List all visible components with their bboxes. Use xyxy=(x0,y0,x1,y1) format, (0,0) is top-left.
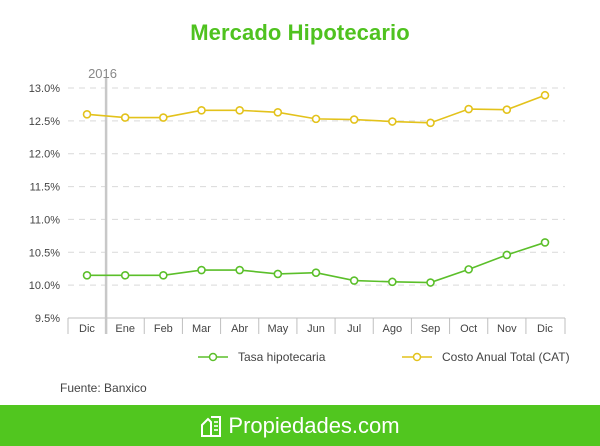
y-tick-label: 9.5% xyxy=(35,313,60,325)
year-annotation: 2016 xyxy=(88,66,117,81)
x-tick-label: Jul xyxy=(347,323,361,335)
legend-label: Costo Anual Total (CAT) xyxy=(442,350,570,364)
data-point xyxy=(540,90,550,100)
data-point xyxy=(273,269,283,279)
x-tick-label: Jun xyxy=(307,323,325,335)
data-point xyxy=(311,114,321,124)
data-point xyxy=(540,238,550,247)
x-tick-label: May xyxy=(267,323,288,335)
x-tick-label: Dic xyxy=(79,323,95,335)
x-tick-label: Nov xyxy=(497,323,517,335)
x-tick-label: Ago xyxy=(383,323,403,335)
data-point xyxy=(120,270,130,280)
data-point xyxy=(388,117,397,126)
data-point xyxy=(502,250,512,260)
data-point xyxy=(235,265,244,275)
legend-item-cat: Costo Anual Total (CAT) xyxy=(402,349,570,365)
data-point xyxy=(197,265,206,275)
x-tick-label: Oct xyxy=(460,323,477,335)
data-point xyxy=(82,270,92,280)
x-tick-label: Feb xyxy=(154,323,173,335)
data-point xyxy=(159,113,168,122)
data-point xyxy=(311,268,321,277)
house-document-icon xyxy=(201,415,222,437)
data-point xyxy=(273,108,283,117)
y-tick-label: 13.0% xyxy=(29,83,60,95)
y-tick-label: 10.5% xyxy=(29,247,60,259)
y-tick-label: 11.5% xyxy=(30,182,61,194)
legend-line-marker xyxy=(402,352,432,362)
x-tick-label: Sep xyxy=(421,323,441,335)
y-tick-label: 12.0% xyxy=(29,149,60,161)
data-point xyxy=(82,109,92,119)
brand-logo[interactable]: Propiedades.com xyxy=(200,412,400,439)
data-point xyxy=(464,265,473,274)
source-note: Fuente: Banxico xyxy=(60,381,147,395)
data-point xyxy=(159,270,168,280)
data-point xyxy=(349,276,359,285)
data-point xyxy=(502,105,512,114)
data-point xyxy=(235,106,244,115)
x-tick-label: Ene xyxy=(115,323,135,335)
data-point xyxy=(426,118,435,128)
line-chart: 9.5% 10.0% 10.5% 11.0% 11.5% 12.0% 12.5% 13.0% D… xyxy=(29,66,566,335)
footer-bar: Propiedades.com xyxy=(0,405,600,446)
data-point xyxy=(388,277,397,287)
data-point xyxy=(120,113,130,122)
legend-label: Tasa hipotecaria xyxy=(238,350,326,364)
data-point xyxy=(349,115,359,124)
legend-item-tasa: Tasa hipotecaria xyxy=(198,349,325,365)
y-tick-label: 10.0% xyxy=(29,280,60,292)
y-tick-label: 11.0% xyxy=(30,214,61,226)
data-point xyxy=(197,106,206,115)
chart-title: Mercado Hipotecario xyxy=(190,20,410,45)
x-tick-label: Abr xyxy=(231,323,248,335)
x-tick-label: Mar xyxy=(192,323,211,335)
data-point xyxy=(426,278,435,287)
x-tick-label: Dic xyxy=(537,323,553,335)
brand-name: Propiedades.com xyxy=(228,412,400,438)
data-point xyxy=(464,104,473,114)
y-tick-label: 12.5% xyxy=(29,116,60,128)
legend-line-marker xyxy=(198,352,228,362)
